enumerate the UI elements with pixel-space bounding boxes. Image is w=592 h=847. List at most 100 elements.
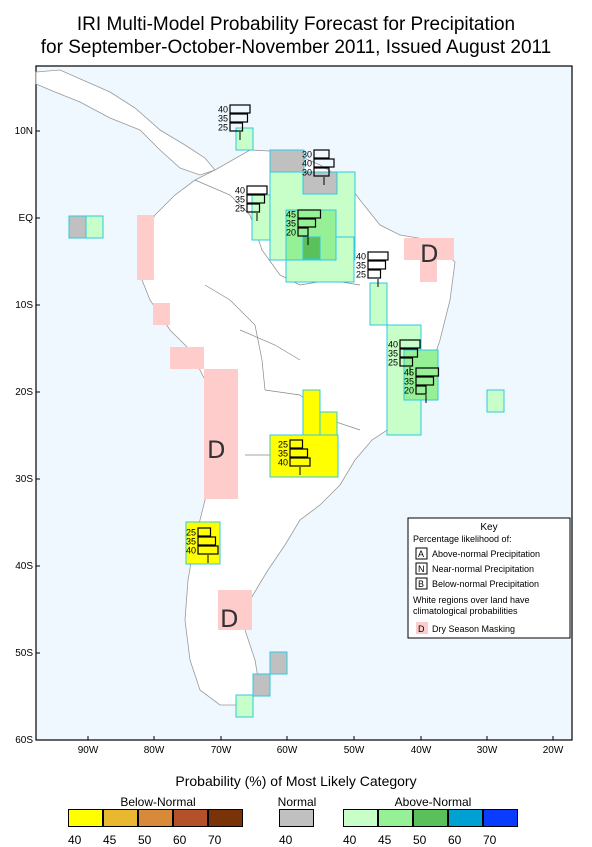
lon-label: 40W <box>411 745 432 756</box>
probability-label: 30 <box>302 150 312 160</box>
lat-label: 10S <box>15 300 33 311</box>
probability-bar <box>297 218 317 228</box>
below-normal-label: Below-Normal <box>120 795 196 809</box>
probability-label: 25 <box>388 358 398 368</box>
key-row-near: Near-normal Precipitation <box>432 564 534 574</box>
probability-bar <box>313 167 330 177</box>
key-box: Key Percentage likelihood of: A Above-no… <box>407 517 571 639</box>
dry-mask-cells <box>137 215 454 630</box>
central-america-land <box>35 69 216 176</box>
lat-label: 60S <box>15 735 33 746</box>
probability-glyphs: 4035253040304035254535204035254035254535… <box>186 104 440 563</box>
probability-label: 40 <box>388 340 398 350</box>
probability-label: 45 <box>286 210 296 220</box>
probability-bar <box>367 269 382 279</box>
probability-label: 40 <box>302 159 312 169</box>
lon-label: 50W <box>344 745 365 756</box>
below-normal-swatch <box>173 809 208 827</box>
dry-mask-letter: D <box>420 240 438 268</box>
probability-label: 35 <box>388 349 398 359</box>
normal-label: Normal <box>277 795 317 809</box>
probability-bar <box>399 348 419 358</box>
probability-bar <box>197 545 219 555</box>
legend-tick-label: 45 <box>378 833 392 847</box>
legend-tick-label: 70 <box>483 833 497 847</box>
lon-label: 30W <box>477 745 498 756</box>
probability-bar <box>415 385 427 395</box>
probability-bar <box>246 203 261 213</box>
probability-label: 25 <box>218 123 228 133</box>
probability-bar <box>229 113 249 123</box>
lon-label: 80W <box>144 745 165 756</box>
probability-bar <box>289 457 311 467</box>
probability-bar <box>399 357 414 367</box>
lat-label: 20S <box>15 387 33 398</box>
normal-swatches <box>279 809 314 829</box>
longitude-labels: 90W 80W 70W 60W 50W 40W 30W 20W <box>78 736 564 756</box>
below-normal-swatch <box>138 809 173 827</box>
key-note-2: climatological probabilities <box>413 606 518 616</box>
probability-label: 35 <box>404 377 414 387</box>
key-letter-n: N <box>418 564 425 574</box>
probability-label: 25 <box>186 528 196 538</box>
key-note-1: White regions over land have <box>413 595 530 605</box>
latitude-labels: 10N EQ 10S 20S 30S 40S 50S 60S <box>15 126 40 746</box>
legend-tick-label: 60 <box>173 833 187 847</box>
probability-label: 45 <box>404 368 414 378</box>
probability-label: 40 <box>186 546 196 556</box>
dry-mask-letter: D <box>220 605 238 633</box>
lon-label: 20W <box>543 745 564 756</box>
above-normal-cells <box>68 127 505 718</box>
key-subtitle: Percentage likelihood of: <box>413 534 512 544</box>
lon-label: 90W <box>78 745 99 756</box>
key-row-below: Below-normal Precipitation <box>432 579 539 589</box>
probability-bar <box>246 185 268 195</box>
legend-tick-label: 45 <box>103 833 117 847</box>
probability-bar <box>197 527 212 537</box>
legend-tick-label: 40 <box>343 833 357 847</box>
probability-bar <box>229 104 251 114</box>
probability-label: 35 <box>286 219 296 229</box>
probability-label: 25 <box>235 204 245 214</box>
title-line-1: IRI Multi-Model Probability Forecast for… <box>76 14 516 35</box>
key-letter-a: A <box>418 549 424 559</box>
dry-mask-letter: D <box>207 436 225 464</box>
probability-label: 35 <box>186 537 196 547</box>
lon-label: 60W <box>277 745 298 756</box>
below-normal-swatch <box>68 809 103 827</box>
above-normal-swatch <box>483 809 518 827</box>
above-normal-label: Above-Normal <box>394 795 472 809</box>
probability-bar <box>197 536 217 546</box>
lat-label: EQ <box>19 213 34 224</box>
key-title: Key <box>480 522 497 533</box>
below-normal-swatches <box>68 809 243 829</box>
probability-bar <box>289 439 304 449</box>
probability-label: 40 <box>235 186 245 196</box>
probability-label: 35 <box>235 195 245 205</box>
key-mask-text: Dry Season Masking <box>432 624 515 634</box>
probability-bar <box>313 149 330 159</box>
title-line-2: for September-October-November 2011, Iss… <box>40 37 552 58</box>
probability-label: 40 <box>356 252 366 262</box>
below-normal-cells <box>185 389 339 565</box>
probability-label: 35 <box>218 114 228 124</box>
probability-label: 25 <box>278 440 288 450</box>
above-normal-swatch <box>448 809 483 827</box>
probability-label: 30 <box>302 168 312 178</box>
normal-cells <box>68 149 338 697</box>
probability-label: 35 <box>278 449 288 459</box>
probability-bar <box>246 194 266 204</box>
legend-tick-label: 40 <box>68 833 82 847</box>
probability-bar <box>297 227 309 237</box>
lat-label: 40S <box>15 561 33 572</box>
lon-label: 70W <box>211 745 232 756</box>
probability-bar <box>415 376 435 386</box>
probability-bar <box>415 367 440 377</box>
